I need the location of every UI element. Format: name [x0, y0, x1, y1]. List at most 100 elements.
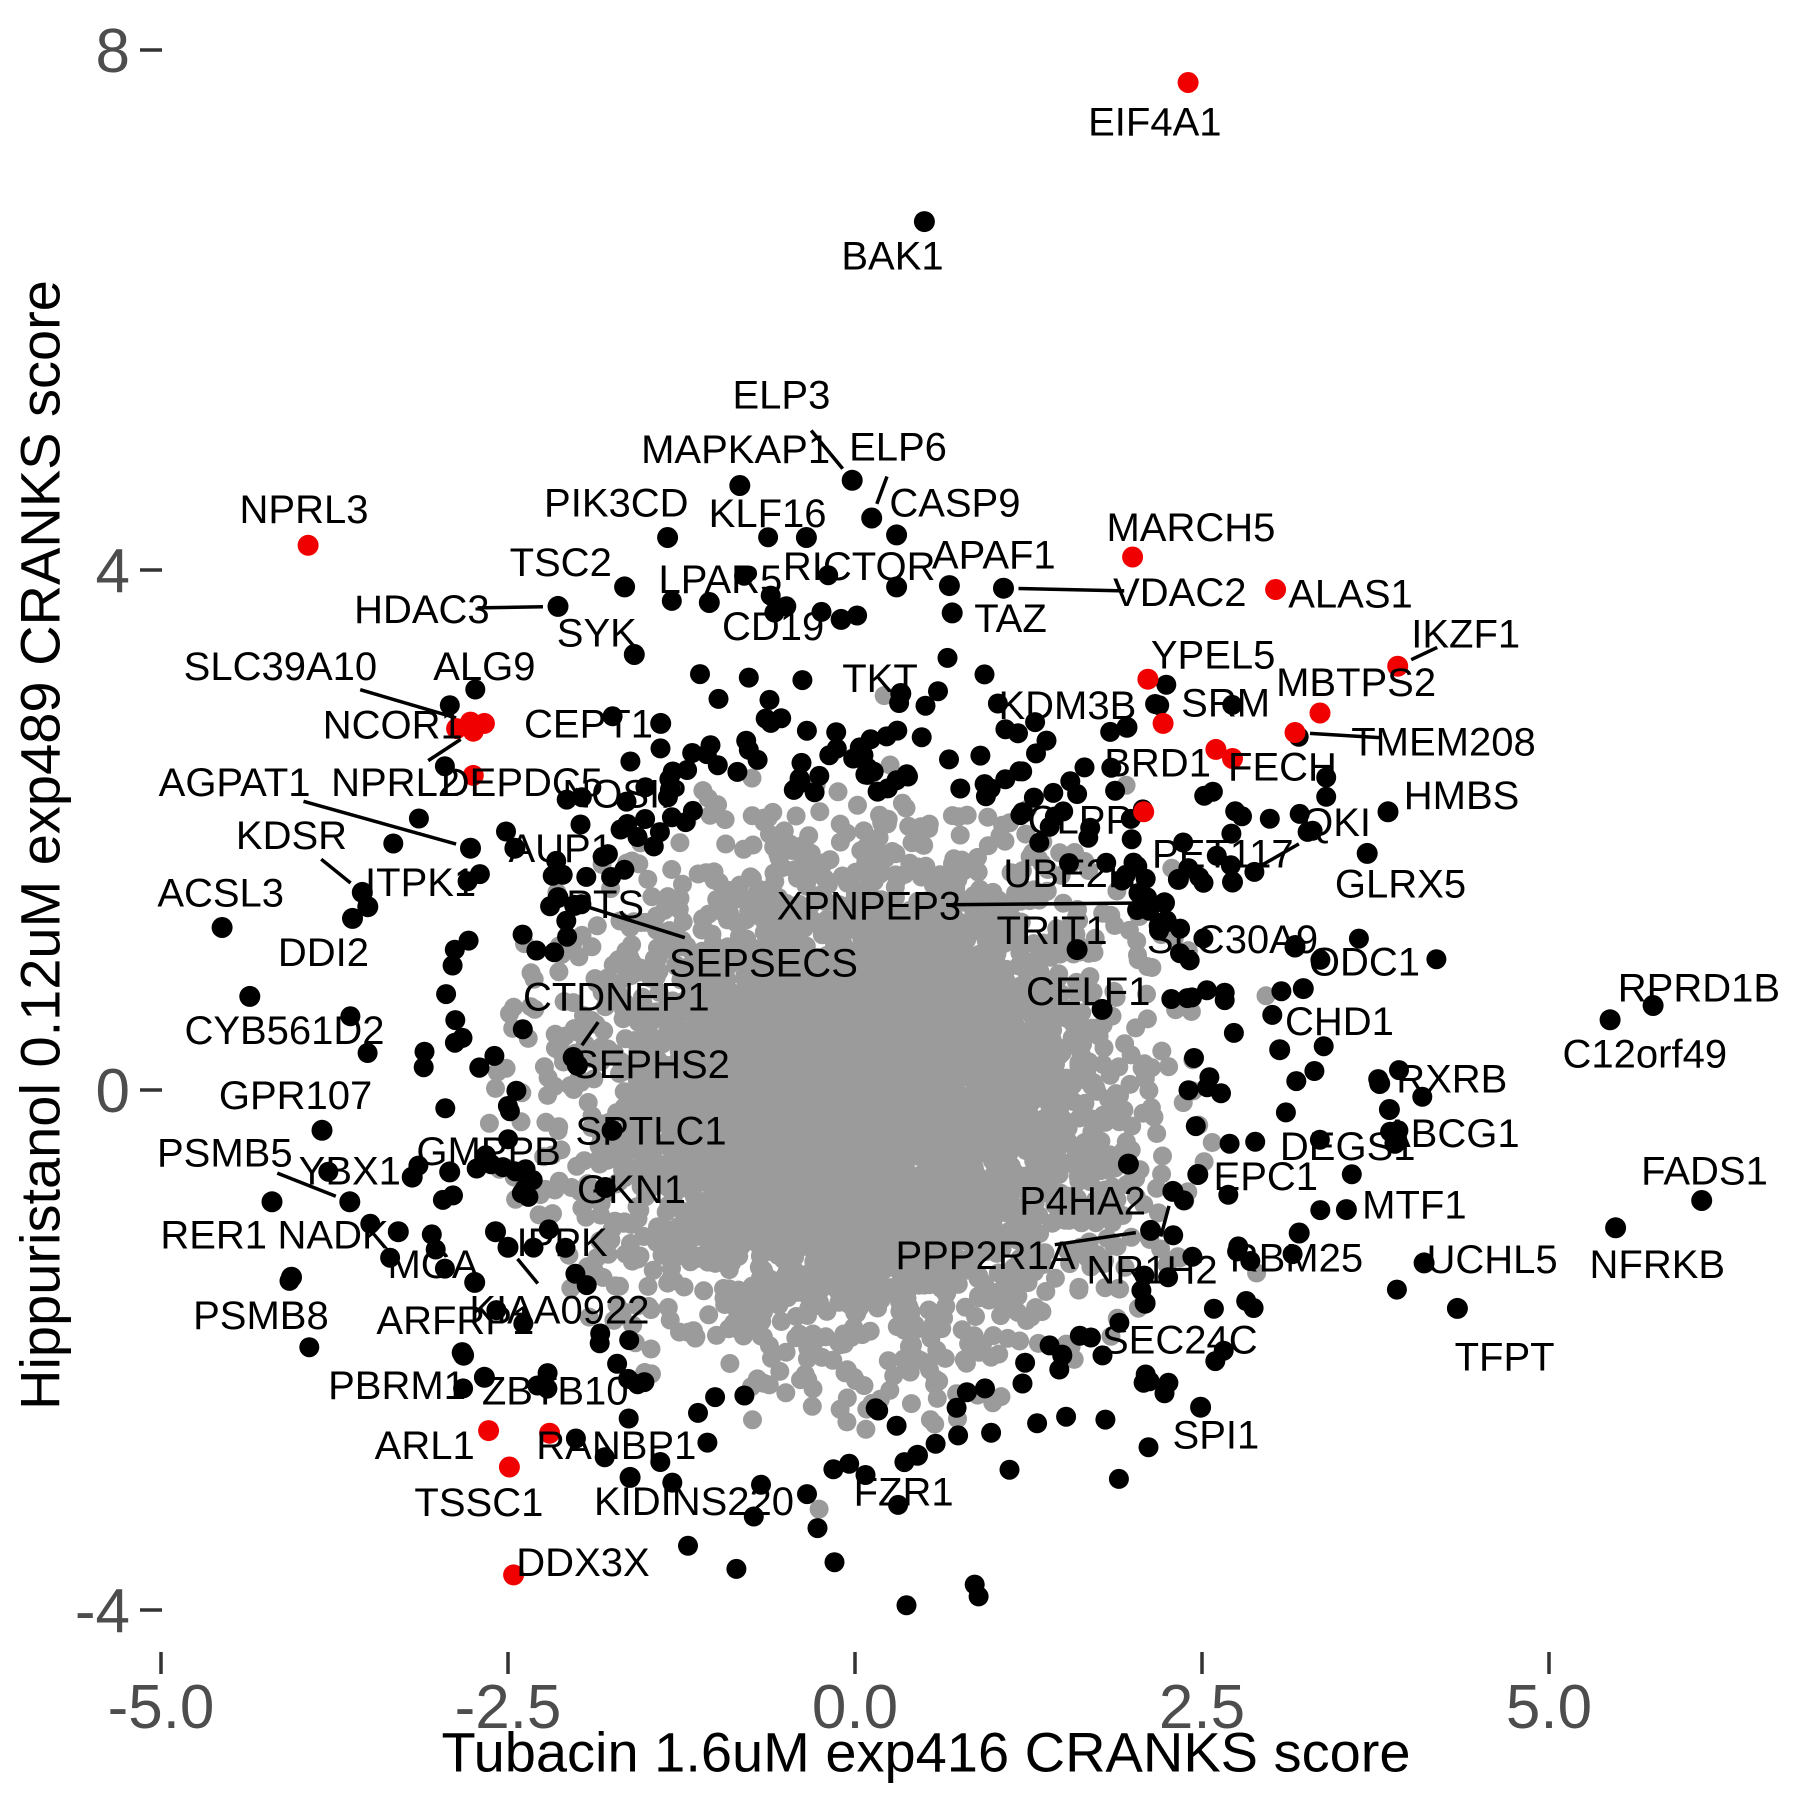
point-TMEM208: [1284, 722, 1306, 743]
x-tick-label-4: 5.0: [1506, 1673, 1592, 1742]
point-SPI1: [1190, 1396, 1212, 1418]
gene-label-CYB561D2: CYB561D2: [184, 1009, 384, 1053]
x-axis-title: Tubacin 1.6uM exp416 CRANKS score: [441, 1720, 1411, 1784]
point-KLF16: [795, 527, 817, 548]
leader-lines: [276, 429, 1438, 1285]
point-NPRL2: [462, 720, 484, 742]
point-NR1H2: [1162, 1180, 1184, 1202]
gene-label-ITPK1: ITPK1: [365, 861, 476, 905]
gene-label-TSC2: TSC2: [510, 541, 612, 585]
gene-label-ARFRP1: ARFRP1: [376, 1299, 534, 1343]
point-RANBP1: [539, 1422, 561, 1444]
point-PET117: [1167, 868, 1189, 890]
gene-label-NCOR1: NCOR1: [323, 704, 463, 748]
point-MARCH5: [1122, 546, 1144, 568]
gene-label-RXRB: RXRB: [1396, 1057, 1507, 1101]
gene-label-PBRM1: PBRM1: [328, 1364, 466, 1408]
gene-label-RPRD1B: RPRD1B: [1618, 966, 1780, 1010]
x-tick-label-1: -2.5: [455, 1673, 562, 1742]
gene-label-UBE2H: UBE2H: [1003, 852, 1136, 896]
leader-line-IKZF1: [1410, 645, 1438, 662]
point-GKN1: [594, 1177, 616, 1198]
point-RICTOR: [886, 576, 908, 598]
gene-label-UCHL5: UCHL5: [1427, 1238, 1558, 1282]
point-PPP2R1A: [1140, 1219, 1162, 1241]
gene-label-RER1: RER1: [160, 1213, 267, 1257]
point-TSSC1: [498, 1456, 520, 1478]
gene-label-YPEL5: YPEL5: [1151, 634, 1276, 678]
point-AUP1: [504, 837, 526, 859]
gene-label-SEC24C: SEC24C: [1102, 1319, 1258, 1363]
leader-line-XPNPEP3: [946, 901, 1150, 907]
gene-label-PPP2R1A: PPP2R1A: [895, 1234, 1075, 1278]
point-NOSIP: [659, 779, 681, 801]
point-YPEL5: [1137, 668, 1159, 690]
gene-label-GKN1: GKN1: [577, 1168, 686, 1212]
x-tick-label-2: 0.0: [812, 1673, 898, 1742]
gene-label-NOSIP: NOSIP: [562, 773, 686, 817]
gene-label-GMPPB: GMPPB: [416, 1130, 560, 1174]
point-NADK: [387, 1221, 409, 1243]
gene-label-SPI1: SPI1: [1173, 1414, 1260, 1458]
point-KIAA0922: [497, 1236, 519, 1258]
gene-label-TRIT1: TRIT1: [997, 909, 1108, 953]
y-axis-title: Hippuristanol 0.12uM exp489 CRANKS score: [8, 280, 72, 1410]
point-NFRKB: [1605, 1217, 1627, 1239]
point-FZR1: [907, 1444, 928, 1466]
gene-label-ZBTB10: ZBTB10: [482, 1369, 629, 1413]
point-HDAC3: [547, 595, 569, 617]
gene-label-CHD1: CHD1: [1285, 1000, 1394, 1044]
gene-label-CEPT1: CEPT1: [524, 702, 653, 746]
gene-label-EIF4A1: EIF4A1: [1088, 101, 1221, 145]
point-SEPSECS: [547, 887, 569, 909]
gene-label-KIAA0922: KIAA0922: [469, 1289, 649, 1333]
point-SEC24C: [1134, 1292, 1156, 1314]
point-NPRL3: [297, 534, 319, 556]
gene-label-SLC39A10: SLC39A10: [184, 645, 377, 689]
gene-label-CD19: CD19: [722, 605, 824, 649]
gene-label-FZR1: FZR1: [854, 1471, 954, 1515]
gene-label-NPRL3: NPRL3: [240, 488, 369, 532]
gene-label-GPR107: GPR107: [219, 1074, 372, 1118]
gene-label-PTS: PTS: [566, 883, 644, 927]
point-PIK3CD: [657, 527, 679, 548]
gene-label-KIDINS220: KIDINS220: [594, 1480, 794, 1524]
point-BRD1: [1205, 738, 1227, 760]
gene-label-FADS1: FADS1: [1641, 1150, 1768, 1194]
leader-line-SEPSECS: [571, 900, 686, 940]
gene-label-C12orf49: C12orf49: [1563, 1033, 1728, 1077]
leader-line-NPRL2: [427, 737, 462, 763]
x-tick-label-0: -5.0: [108, 1673, 215, 1742]
point-DDX3X: [503, 1564, 525, 1586]
leader-line-ELP3: [809, 429, 845, 470]
x-tick-label-3: 2.5: [1159, 1673, 1245, 1742]
leader-line-KIAA0922: [516, 1257, 540, 1285]
point-SYK: [623, 644, 645, 665]
background-cloud: [479, 686, 1276, 1519]
leader-line-VDAC2: [1018, 586, 1125, 593]
point-KIDINS220: [619, 1466, 641, 1488]
gene-label-ODC1: ODC1: [1309, 940, 1420, 984]
point-PSMB5: [339, 1191, 361, 1213]
gene-label-ELP6: ELP6: [849, 426, 947, 470]
point-MTF1: [1335, 1199, 1357, 1221]
point-TRIT1: [1066, 939, 1088, 961]
point-IPPK: [485, 1221, 506, 1243]
point-PBRM1: [453, 1344, 475, 1366]
gene-label-SEPHS2: SEPHS2: [572, 1043, 730, 1087]
point-DEPDC5: [462, 764, 484, 786]
gene-label-GLRX5: GLRX5: [1335, 862, 1466, 906]
point-ODC1: [1292, 978, 1314, 1000]
point-CLPP: [1133, 801, 1155, 823]
gene-label-ALG9: ALG9: [433, 645, 535, 689]
point-KDM3B: [1116, 716, 1138, 738]
point-ACSL3: [211, 917, 233, 938]
gene-label-EPC1: EPC1: [1214, 1155, 1319, 1199]
point-ZBTB10: [473, 1366, 495, 1388]
point-C12orf49: [1599, 1009, 1621, 1031]
point-MBTPS2: [1309, 702, 1331, 724]
gene-label-LPAR5: LPAR5: [659, 558, 783, 602]
gene-label-NADK: NADK: [278, 1213, 389, 1257]
gene-label-MGA: MGA: [387, 1243, 478, 1287]
gene-label-APAF1: APAF1: [932, 533, 1056, 577]
